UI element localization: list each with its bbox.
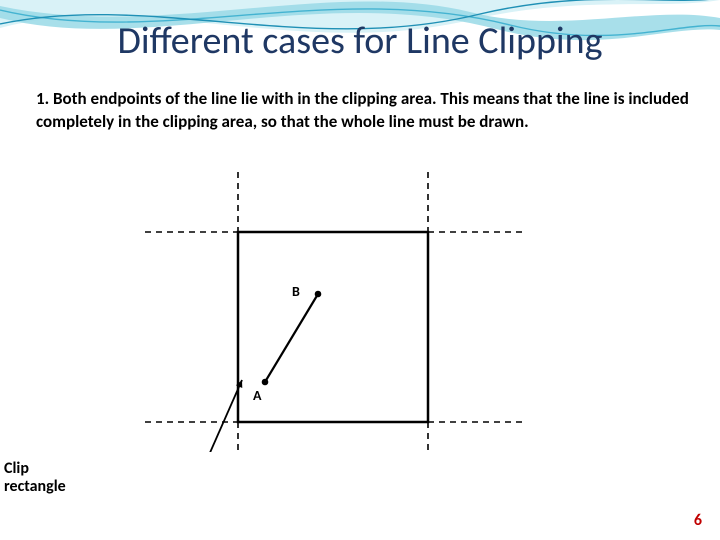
- page-number: 6: [694, 511, 702, 530]
- slide-body-text: 1. Both endpoints of the line lie with i…: [36, 88, 690, 134]
- clip-arrow: [205, 380, 242, 452]
- slide-title: Different cases for Line Clipping: [0, 18, 720, 64]
- right-diagram: A B: [468, 262, 720, 427]
- clip-rectangle-label: Clip rectangle: [4, 460, 79, 497]
- label-b-left: B: [292, 283, 300, 300]
- point-b-left: [315, 291, 322, 298]
- point-a-left: [262, 379, 269, 386]
- clip-rectangle-left: [238, 232, 428, 422]
- label-a-left: A: [253, 387, 262, 404]
- line-ab-left: [265, 294, 318, 382]
